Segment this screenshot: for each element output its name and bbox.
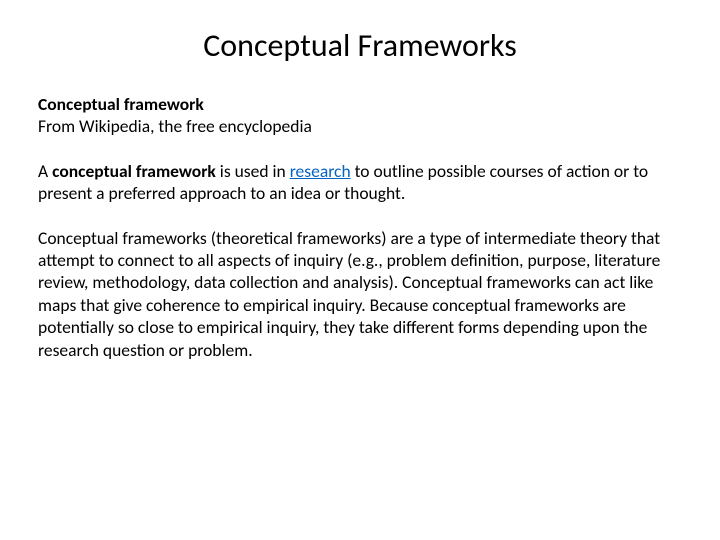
p1-mid: is used in [216,160,290,182]
p1-bold: conceptual framework [52,160,216,182]
intro-block: Conceptual framework From Wikipedia, the… [38,93,682,138]
source-line: From Wikipedia, the free encyclopedia [38,115,312,137]
slide: Conceptual Frameworks Conceptual framewo… [0,0,720,540]
paragraph-2: Conceptual frameworks (theoretical frame… [38,227,682,361]
research-link[interactable]: research [290,160,351,182]
p1-prefix: A [38,160,52,182]
slide-title: Conceptual Frameworks [118,26,602,65]
heading-bold: Conceptual framework [38,93,204,115]
paragraph-1: A conceptual framework is used in resear… [38,160,682,205]
body-text: Conceptual framework From Wikipedia, the… [38,93,682,361]
